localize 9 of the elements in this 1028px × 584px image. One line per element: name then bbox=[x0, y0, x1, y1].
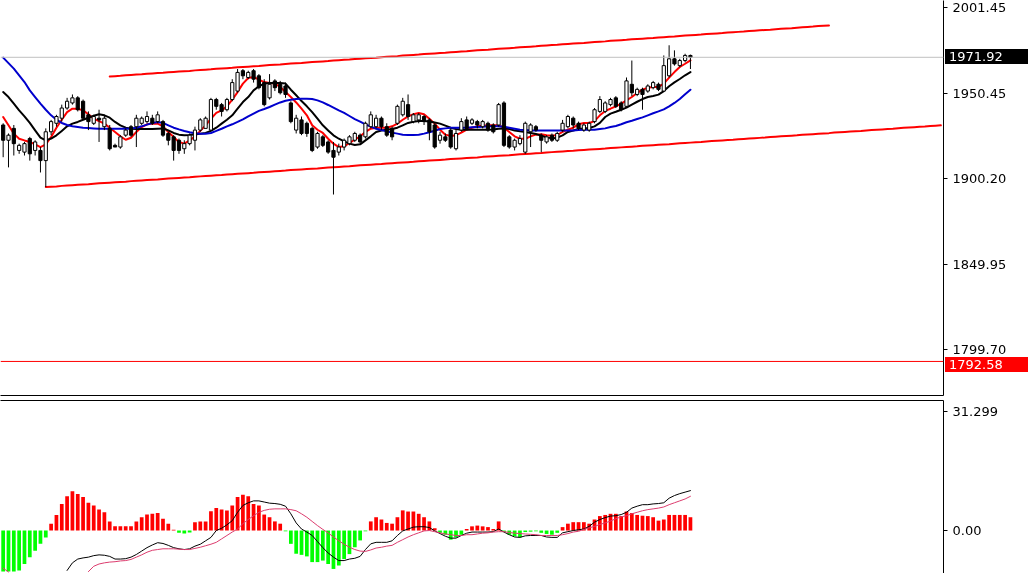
y-tick-label: 1799.70 bbox=[952, 341, 1007, 357]
y-tick-label: 2001.45 bbox=[952, 0, 1007, 15]
y-tick-label: 1900.20 bbox=[952, 171, 1007, 187]
ref-line-label: 1971.92 bbox=[945, 49, 1028, 65]
y-tick-label: 1950.45 bbox=[952, 86, 1007, 102]
y-tick-label: 0.00 bbox=[952, 523, 982, 539]
y-tick-label: 31.299 bbox=[952, 404, 998, 420]
y-tick-label: 1849.95 bbox=[952, 256, 1007, 272]
ref-line-label: 1792.58 bbox=[945, 357, 1028, 373]
